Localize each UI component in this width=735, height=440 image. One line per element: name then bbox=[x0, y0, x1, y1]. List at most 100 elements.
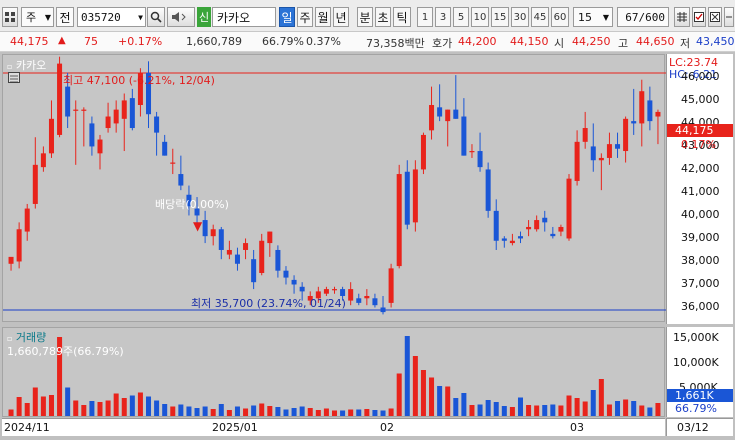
interval-10-button[interactable]: 10 bbox=[471, 7, 489, 27]
interval-5-button[interactable]: 5 bbox=[453, 7, 469, 27]
price-tick-label: 42,000 bbox=[681, 162, 720, 176]
interval-1-button[interactable]: 1 bbox=[417, 7, 433, 27]
candle-body bbox=[170, 162, 176, 164]
volume-pane[interactable]: ▫ 거래량 1,660,789주(66.79%) bbox=[2, 327, 665, 417]
period-tick-tab[interactable]: 틱 bbox=[393, 7, 411, 27]
volume-bar bbox=[574, 398, 580, 416]
volume-bar bbox=[57, 337, 63, 416]
price-tick-label: 41,000 bbox=[681, 185, 720, 199]
period-week-tab[interactable]: 주 bbox=[297, 7, 313, 27]
code-input[interactable]: 035720 ▼ bbox=[77, 7, 146, 27]
volume-bar bbox=[202, 406, 208, 416]
candle-body bbox=[81, 109, 87, 111]
volume-bar bbox=[16, 397, 22, 416]
candle-body bbox=[275, 249, 281, 271]
stock-name-field[interactable]: 카카오 bbox=[212, 7, 276, 27]
bookmark-icon[interactable] bbox=[708, 7, 722, 27]
volume-bar bbox=[582, 401, 588, 416]
volume-bar bbox=[162, 404, 168, 416]
volume-bar bbox=[210, 409, 216, 416]
volume-bar bbox=[631, 401, 637, 416]
grid-icon[interactable] bbox=[674, 7, 690, 27]
candle-body bbox=[606, 144, 612, 158]
volume-bar bbox=[243, 408, 249, 416]
interval-3-button[interactable]: 3 bbox=[435, 7, 451, 27]
volume-bar bbox=[315, 410, 321, 416]
dividend-event-label: 배당락(0.00%) bbox=[155, 198, 229, 211]
price-pane[interactable]: ▫ 카카오 최고 47,100 (-6.21%, 12/04) 배당락(0.00… bbox=[2, 54, 666, 322]
up-triangle-icon: ▲ bbox=[58, 35, 66, 46]
candle-body bbox=[178, 174, 184, 186]
price-tick-label: 43,000 bbox=[681, 139, 720, 153]
candle-body bbox=[550, 233, 556, 237]
pane-options-icon[interactable] bbox=[8, 72, 20, 83]
volume-bar bbox=[186, 406, 192, 416]
interval-60-button[interactable]: 60 bbox=[551, 7, 569, 27]
volume-bar bbox=[598, 379, 604, 416]
market-select[interactable]: 주 ▼ bbox=[21, 7, 54, 27]
volume-bar bbox=[453, 398, 459, 416]
volume-bar bbox=[154, 400, 160, 416]
grid-menu-icon[interactable] bbox=[2, 7, 18, 27]
price-tick-label: 46,000 bbox=[681, 70, 720, 84]
candle-body bbox=[243, 243, 249, 250]
period-year-tab[interactable]: 년 bbox=[333, 7, 349, 27]
price-tick-label: 45,000 bbox=[681, 93, 720, 107]
trade-amount: 73,358백만 bbox=[366, 37, 425, 50]
period-second-tab[interactable]: 초 bbox=[375, 7, 391, 27]
volume-value: 1,660,789 bbox=[186, 35, 242, 48]
period-minute-tab[interactable]: 분 bbox=[357, 7, 373, 27]
volume-bar bbox=[299, 406, 305, 416]
low-label: 저 bbox=[680, 37, 691, 50]
interval-30-button[interactable]: 30 bbox=[511, 7, 529, 27]
volume-bar bbox=[647, 407, 653, 416]
volume-bar bbox=[275, 407, 281, 416]
price-pane-title: ▫ 카카오 bbox=[7, 59, 47, 72]
candle-body bbox=[534, 220, 540, 230]
candle-body bbox=[639, 91, 645, 124]
candle-body bbox=[210, 229, 216, 237]
volume-bar bbox=[623, 399, 629, 416]
candle-body bbox=[267, 231, 273, 244]
volume-bar bbox=[412, 356, 418, 416]
period-month-tab[interactable]: 월 bbox=[315, 7, 331, 27]
candle-body bbox=[97, 139, 103, 154]
candle-body bbox=[218, 229, 224, 250]
candle-body bbox=[469, 151, 475, 153]
volume-bar bbox=[81, 405, 87, 416]
volume-bar bbox=[340, 410, 346, 416]
x-tick-02: 02 bbox=[380, 421, 394, 434]
interval-15-button[interactable]: 15 bbox=[491, 7, 509, 27]
volume-bar bbox=[283, 409, 289, 416]
candle-body bbox=[48, 118, 54, 154]
volume-bar bbox=[259, 403, 265, 416]
volume-bar bbox=[105, 400, 111, 416]
low-price: 43,450 bbox=[696, 35, 735, 48]
candle-body bbox=[137, 72, 143, 106]
settings-icon[interactable] bbox=[724, 7, 734, 27]
volume-bar bbox=[420, 370, 426, 416]
volume-bar bbox=[32, 387, 38, 416]
volume-bar bbox=[558, 405, 564, 416]
search-icon[interactable] bbox=[147, 7, 165, 27]
checkbox-icon[interactable] bbox=[692, 7, 706, 27]
chevron-down-icon: ▼ bbox=[44, 12, 51, 22]
volume-bar bbox=[194, 408, 200, 416]
candle-body bbox=[89, 123, 95, 147]
volume-bar bbox=[396, 373, 402, 416]
volume-bar bbox=[267, 406, 273, 416]
candle-body bbox=[598, 157, 604, 161]
speaker-arrow-icon[interactable] bbox=[167, 7, 195, 27]
page-count-field[interactable]: 67/600 bbox=[617, 7, 669, 27]
interval-45-button[interactable]: 45 bbox=[531, 7, 549, 27]
price-tick-label: 36,000 bbox=[681, 300, 720, 314]
interval-select[interactable]: 15 ▼ bbox=[573, 7, 613, 27]
candle-body bbox=[251, 259, 257, 283]
type-button[interactable]: 전 bbox=[56, 7, 74, 27]
last-pct-tag: 0.17% bbox=[681, 138, 716, 151]
candle-body bbox=[501, 238, 507, 241]
ask-price: 44,200 bbox=[458, 35, 497, 48]
chart-frame: ▫ 카카오 최고 47,100 (-6.21%, 12/04) 배당락(0.00… bbox=[0, 52, 735, 440]
period-day-tab[interactable]: 일 bbox=[279, 7, 295, 27]
volume-bar bbox=[445, 386, 451, 416]
